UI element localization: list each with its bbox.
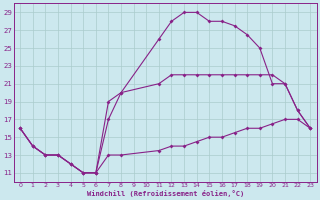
X-axis label: Windchill (Refroidissement éolien,°C): Windchill (Refroidissement éolien,°C) — [87, 190, 244, 197]
